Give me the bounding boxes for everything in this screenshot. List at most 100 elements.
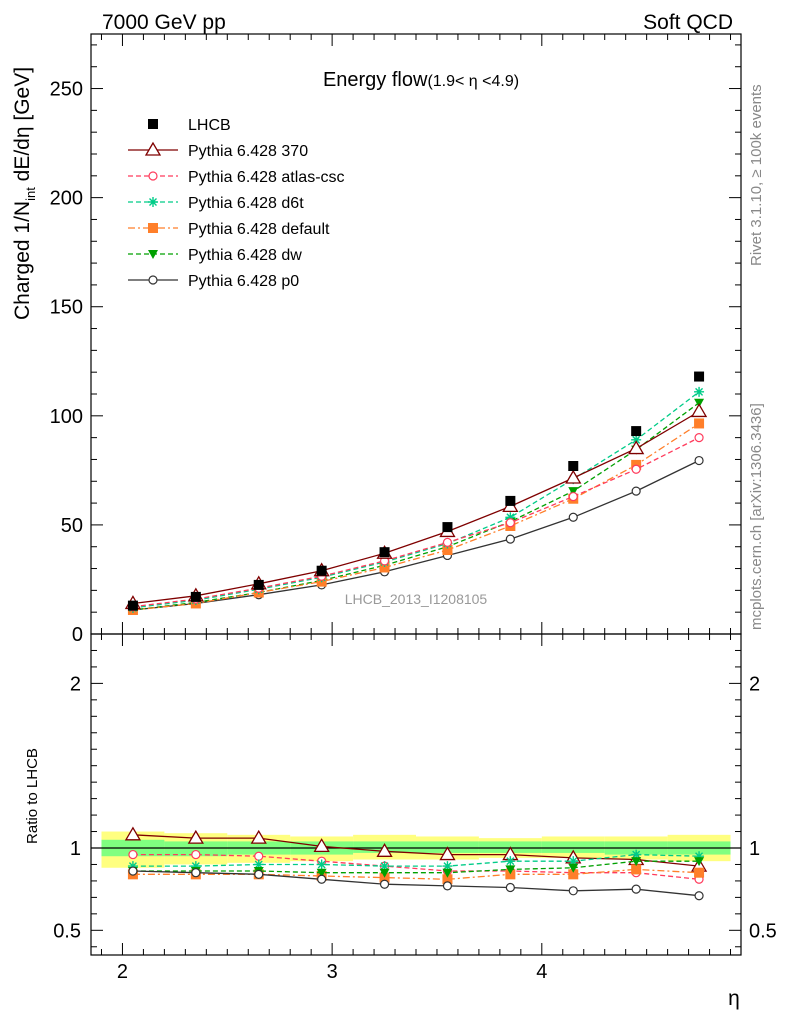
legend-item-dw: Pythia 6.428 dw xyxy=(128,247,302,264)
main-y-label-a: Charged 1/N xyxy=(11,201,34,320)
legend-label-d6t: Pythia 6.428 d6t xyxy=(188,195,304,212)
main-point-dw xyxy=(568,487,579,497)
uncertainty-band-green xyxy=(541,841,605,853)
ratio-point-p0 xyxy=(568,886,578,896)
ratio-point-p370 xyxy=(439,846,456,861)
ratio-y-tick-label-right: 2 xyxy=(749,673,760,695)
ratio-point-p0 xyxy=(379,879,390,889)
ratio-point-dw xyxy=(442,868,453,878)
main-point-data xyxy=(568,461,579,471)
legend-item-p370: Pythia 6.428 370 xyxy=(128,141,308,160)
ratio-point-atlas xyxy=(128,849,138,860)
ratio-y-tick-label: 0.5 xyxy=(53,920,81,942)
main-y-label-b: dE/dη [GeV] xyxy=(11,67,34,187)
ratio-x-tick-label: 3 xyxy=(327,961,338,983)
main-point-atlas xyxy=(694,433,704,443)
main-series-d6t xyxy=(127,386,705,613)
ratio-point-d6t xyxy=(442,861,453,872)
main-title-text: Energy flow xyxy=(323,69,428,91)
ratio-point-d6t xyxy=(316,859,327,870)
ratio-series-d6t xyxy=(127,849,705,872)
main-point-data xyxy=(442,522,453,533)
ratio-point-d6t xyxy=(379,861,390,872)
main-point-data xyxy=(505,495,516,506)
main-line-dw xyxy=(132,402,700,611)
legend-label-p370: Pythia 6.428 370 xyxy=(188,143,308,160)
ratio-point-p0 xyxy=(631,884,641,894)
plot-layer: 0 50 100 150 200 250 2 3 4 0.5 0.5 1 1 2 2 LHCB Pythia 6… xyxy=(50,33,777,983)
main-point-atlas xyxy=(505,518,515,528)
ratio-series-p0 xyxy=(128,866,704,901)
legend-item-atlas: Pythia 6.428 atlas-csc xyxy=(128,169,345,186)
ratio-point-atlas xyxy=(254,851,264,861)
main-series-default xyxy=(127,418,705,615)
ratio-point-dw xyxy=(694,857,705,867)
legend-marker-dw xyxy=(148,250,158,259)
main-point-p370 xyxy=(565,469,582,484)
legend-label-atlas: Pythia 6.428 atlas-csc xyxy=(188,169,345,186)
main-point-data xyxy=(253,579,264,590)
ratio-point-p0 xyxy=(317,874,327,884)
ratio-x-tick-label: 2 xyxy=(117,961,128,983)
legend: LHCB Pythia 6.428 370 Pythia 6.428 atlas-c… xyxy=(128,117,345,290)
legend-item-p0: Pythia 6.428 p0 xyxy=(128,273,299,290)
main-line-d6t xyxy=(132,391,700,609)
main-point-p0 xyxy=(568,512,578,522)
main-y-tick-label: 100 xyxy=(50,406,83,428)
ratio-line-dw xyxy=(132,860,700,874)
main-point-p370 xyxy=(628,440,645,455)
main-line-atlas xyxy=(132,437,700,608)
ratio-point-p0 xyxy=(254,869,264,879)
ratio-point-default xyxy=(694,867,705,878)
main-y-tick-label: 50 xyxy=(61,515,83,537)
header-right: Soft QCD xyxy=(643,11,733,34)
main-y-tick-label: 250 xyxy=(50,79,83,101)
ratio-point-p370 xyxy=(124,826,142,841)
ratio-point-dw xyxy=(316,868,327,878)
ratio-y-tick-label: 2 xyxy=(70,673,81,695)
main-point-data xyxy=(694,371,705,382)
ratio-line-default xyxy=(132,868,700,880)
ratio-y-tick-label: 1 xyxy=(70,838,81,860)
main-point-p0 xyxy=(631,486,641,496)
ratio-point-d6t xyxy=(190,861,201,872)
legend-marker-data xyxy=(148,119,158,129)
main-point-default xyxy=(694,418,705,429)
ratio-point-p370 xyxy=(376,843,393,857)
main-series-atlas xyxy=(128,433,704,612)
ratio-point-p0 xyxy=(694,891,704,901)
main-series-data xyxy=(127,371,705,611)
ratio-point-p370 xyxy=(187,829,204,844)
side-mcplots: mcplots.cern.ch [arXiv:1306.3436] xyxy=(748,403,765,630)
ratio-point-dw xyxy=(505,865,516,875)
main-point-default xyxy=(442,545,453,555)
ratio-point-d6t xyxy=(568,856,579,867)
side-rivet: Rivet 3.1.10, ≥ 100k events xyxy=(748,84,765,266)
main-title-range: (1.9< η <4.9) xyxy=(427,73,519,90)
main-line-p0 xyxy=(132,459,700,611)
ratio-line-p370 xyxy=(132,834,700,867)
main-point-data xyxy=(190,591,201,602)
main-series-dw xyxy=(127,398,705,615)
main-point-data xyxy=(379,547,390,558)
legend-label-data: LHCB xyxy=(188,117,231,134)
legend-marker-atlas xyxy=(148,171,158,181)
ratio-point-p0 xyxy=(191,868,201,878)
main-point-data xyxy=(631,426,642,437)
ratio-point-p0 xyxy=(128,866,138,876)
ratio-point-dw xyxy=(568,863,579,873)
ratio-point-default xyxy=(631,864,642,875)
main-y-tick-label: 150 xyxy=(50,297,83,319)
main-point-p0 xyxy=(694,455,704,466)
ratio-y-tick-label-right: 0.5 xyxy=(749,920,777,942)
ratio-line-p0 xyxy=(132,870,700,897)
x-axis-label: η xyxy=(728,987,740,1010)
legend-item-d6t: Pythia 6.428 d6t xyxy=(128,195,304,212)
ratio-point-d6t xyxy=(253,859,264,870)
ratio-point-d6t xyxy=(127,861,138,872)
main-point-atlas xyxy=(442,537,453,547)
main-point-d6t xyxy=(631,434,642,445)
ratio-point-dw xyxy=(631,857,642,867)
main-title: Energy flow(1.9< η <4.9) xyxy=(323,69,519,91)
